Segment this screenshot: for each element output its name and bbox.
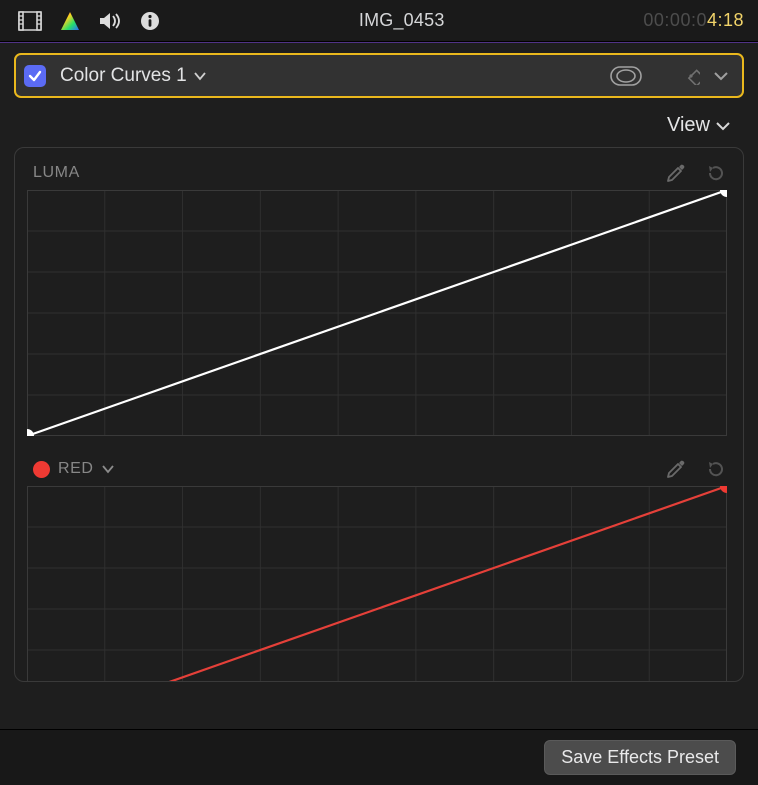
timecode: 00:00:04:18 — [643, 10, 744, 31]
footer-bar: Save Effects Preset — [0, 729, 758, 785]
chevron-down-icon — [102, 464, 114, 474]
reset-icon[interactable] — [705, 162, 727, 184]
clip-title: IMG_0453 — [359, 10, 445, 31]
luma-label: LUMA — [33, 164, 80, 182]
luma-curve-canvas[interactable] — [27, 190, 727, 436]
effect-name-dropdown[interactable]: Color Curves 1 — [60, 65, 206, 87]
chevron-down-icon — [716, 120, 730, 132]
inspector-topbar: IMG_0453 00:00:04:18 — [0, 0, 758, 42]
luma-curve-block: LUMA — [27, 162, 733, 436]
chevron-down-icon[interactable] — [714, 70, 728, 82]
info-icon[interactable] — [140, 11, 160, 31]
effect-header-bar: Color Curves 1 — [14, 53, 744, 98]
red-swatch — [33, 461, 50, 478]
timecode-highlight: 4:18 — [707, 10, 744, 30]
timecode-dim: 00:00:0 — [643, 10, 707, 30]
effect-enable-checkbox[interactable] — [24, 65, 46, 87]
save-effects-preset-button[interactable]: Save Effects Preset — [544, 740, 736, 775]
color-icon[interactable] — [60, 11, 80, 31]
reset-icon[interactable] — [705, 458, 727, 480]
accent-divider — [0, 42, 758, 43]
video-icon[interactable] — [18, 11, 42, 31]
eyedropper-icon[interactable] — [665, 458, 687, 480]
view-menu[interactable]: View — [667, 114, 710, 137]
keyframe-icon[interactable] — [682, 67, 700, 85]
mask-icon[interactable] — [610, 66, 642, 86]
chevron-down-icon — [194, 71, 206, 81]
red-curve-block: RED — [27, 458, 733, 682]
curves-panel: LUMA RED — [14, 147, 744, 682]
audio-icon[interactable] — [98, 11, 122, 31]
effect-name-label: Color Curves 1 — [60, 65, 187, 86]
eyedropper-icon[interactable] — [665, 162, 687, 184]
red-curve-canvas[interactable] — [27, 486, 727, 682]
red-label[interactable]: RED — [58, 460, 94, 478]
view-menu-label: View — [667, 114, 710, 136]
